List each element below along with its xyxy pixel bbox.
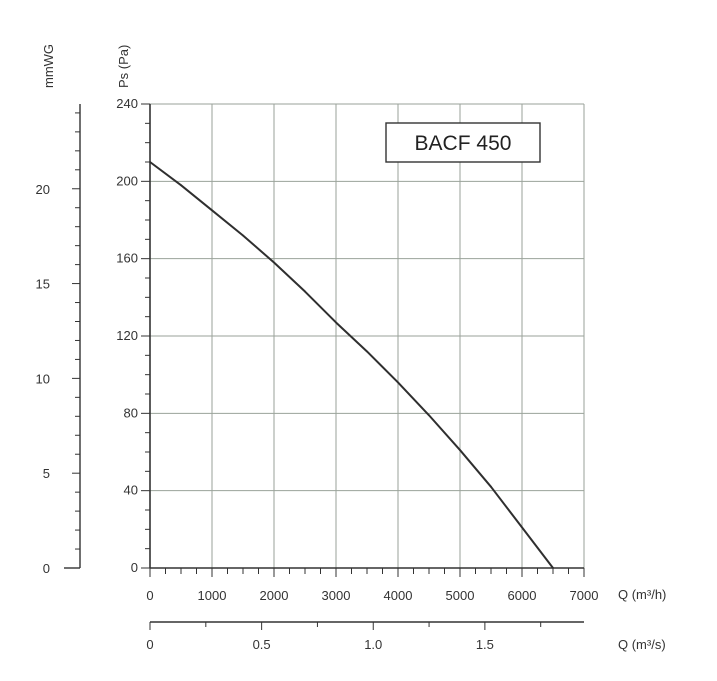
y-tick-label-1: 40	[124, 483, 138, 498]
y-tick-label-4: 160	[116, 251, 138, 266]
grid	[150, 103, 585, 568]
fan-curve-point	[366, 350, 368, 353]
y2-tick-label-3: 15	[36, 277, 50, 292]
model-label-box: BACF 450	[385, 122, 541, 163]
x-tick-label-5: 5000	[446, 588, 475, 603]
x-tick-label-3: 3000	[322, 588, 351, 603]
model-label: BACF 450	[415, 132, 512, 155]
fan-curve-point	[459, 449, 461, 451]
fan-curve-point	[397, 381, 399, 384]
y2-tick-label-4: 20	[36, 182, 50, 197]
y-tick-label-5: 200	[116, 173, 138, 188]
fan-curve-point	[273, 261, 275, 264]
x-tick-label-0: 0	[146, 588, 153, 603]
x-axis-title: Q (m³/h)	[618, 587, 666, 602]
fan-curve-line	[149, 161, 554, 569]
x2-axis-title: Q (m³/s)	[618, 637, 666, 652]
x2-tick-label-1: 0.5	[253, 637, 271, 652]
y2-tick-label-1: 5	[43, 466, 50, 481]
x-tick-label-6: 6000	[508, 588, 537, 603]
fan-curve-point	[552, 567, 554, 569]
y-tick-label-0: 0	[131, 560, 138, 575]
fan-curve-point	[335, 321, 337, 324]
fan-curve-point	[242, 234, 244, 237]
fan-curve-point	[149, 161, 151, 163]
fan-curve-point	[490, 485, 492, 488]
x-tick-label-1: 1000	[198, 588, 227, 603]
y-tick-label-2: 80	[124, 405, 138, 420]
fan-curve-point	[304, 290, 306, 293]
x-tick-label-7: 7000	[570, 588, 599, 603]
x-tick-label-2: 2000	[260, 588, 289, 603]
x2-tick-label-3: 1.5	[476, 637, 494, 652]
y2-tick-label-0: 0	[43, 561, 50, 576]
x2-tick-label-0: 0	[146, 637, 153, 652]
y-tick-label-6: 240	[116, 96, 138, 111]
y2-tick-label-2: 10	[36, 371, 50, 386]
fan-curve-point	[180, 184, 182, 187]
y-axis-title: Ps (Pa)	[116, 45, 131, 88]
fan-curve-point	[521, 526, 523, 529]
tick-marks	[72, 103, 585, 630]
y2-axis-title: mmWG	[41, 44, 56, 88]
x-tick-label-4: 4000	[384, 588, 413, 603]
y-tick-label-3: 120	[116, 328, 138, 343]
x2-tick-label-2: 1.0	[364, 637, 382, 652]
fan-curve-point	[211, 209, 213, 212]
fan-curve-point	[428, 414, 430, 417]
series	[149, 161, 554, 569]
